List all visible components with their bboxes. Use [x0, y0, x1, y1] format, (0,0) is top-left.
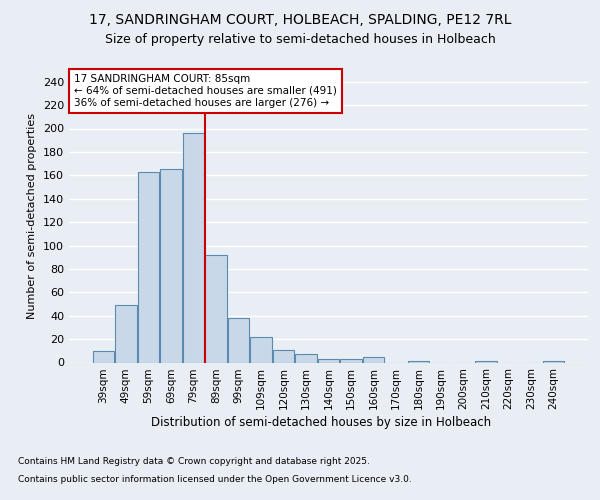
Bar — [205, 255, 227, 362]
Text: 17 SANDRINGHAM COURT: 85sqm
← 64% of semi-detached houses are smaller (491)
36% : 17 SANDRINGHAM COURT: 85sqm ← 64% of sem… — [74, 74, 337, 108]
Bar — [182, 133, 204, 362]
Text: 17, SANDRINGHAM COURT, HOLBEACH, SPALDING, PE12 7RL: 17, SANDRINGHAM COURT, HOLBEACH, SPALDIN… — [89, 12, 511, 26]
Bar — [228, 318, 249, 362]
Bar — [115, 305, 137, 362]
Bar — [295, 354, 317, 362]
Bar — [92, 351, 114, 362]
Text: Distribution of semi-detached houses by size in Holbeach: Distribution of semi-detached houses by … — [151, 416, 491, 429]
Bar — [250, 337, 272, 362]
Bar — [160, 170, 182, 362]
Bar — [340, 359, 362, 362]
Bar — [318, 359, 339, 362]
Bar — [137, 172, 159, 362]
Text: Contains public sector information licensed under the Open Government Licence v3: Contains public sector information licen… — [18, 475, 412, 484]
Bar — [273, 350, 294, 362]
Text: Contains HM Land Registry data © Crown copyright and database right 2025.: Contains HM Land Registry data © Crown c… — [18, 458, 370, 466]
Text: Size of property relative to semi-detached houses in Holbeach: Size of property relative to semi-detach… — [104, 32, 496, 46]
Bar — [363, 356, 384, 362]
Y-axis label: Number of semi-detached properties: Number of semi-detached properties — [28, 114, 37, 320]
